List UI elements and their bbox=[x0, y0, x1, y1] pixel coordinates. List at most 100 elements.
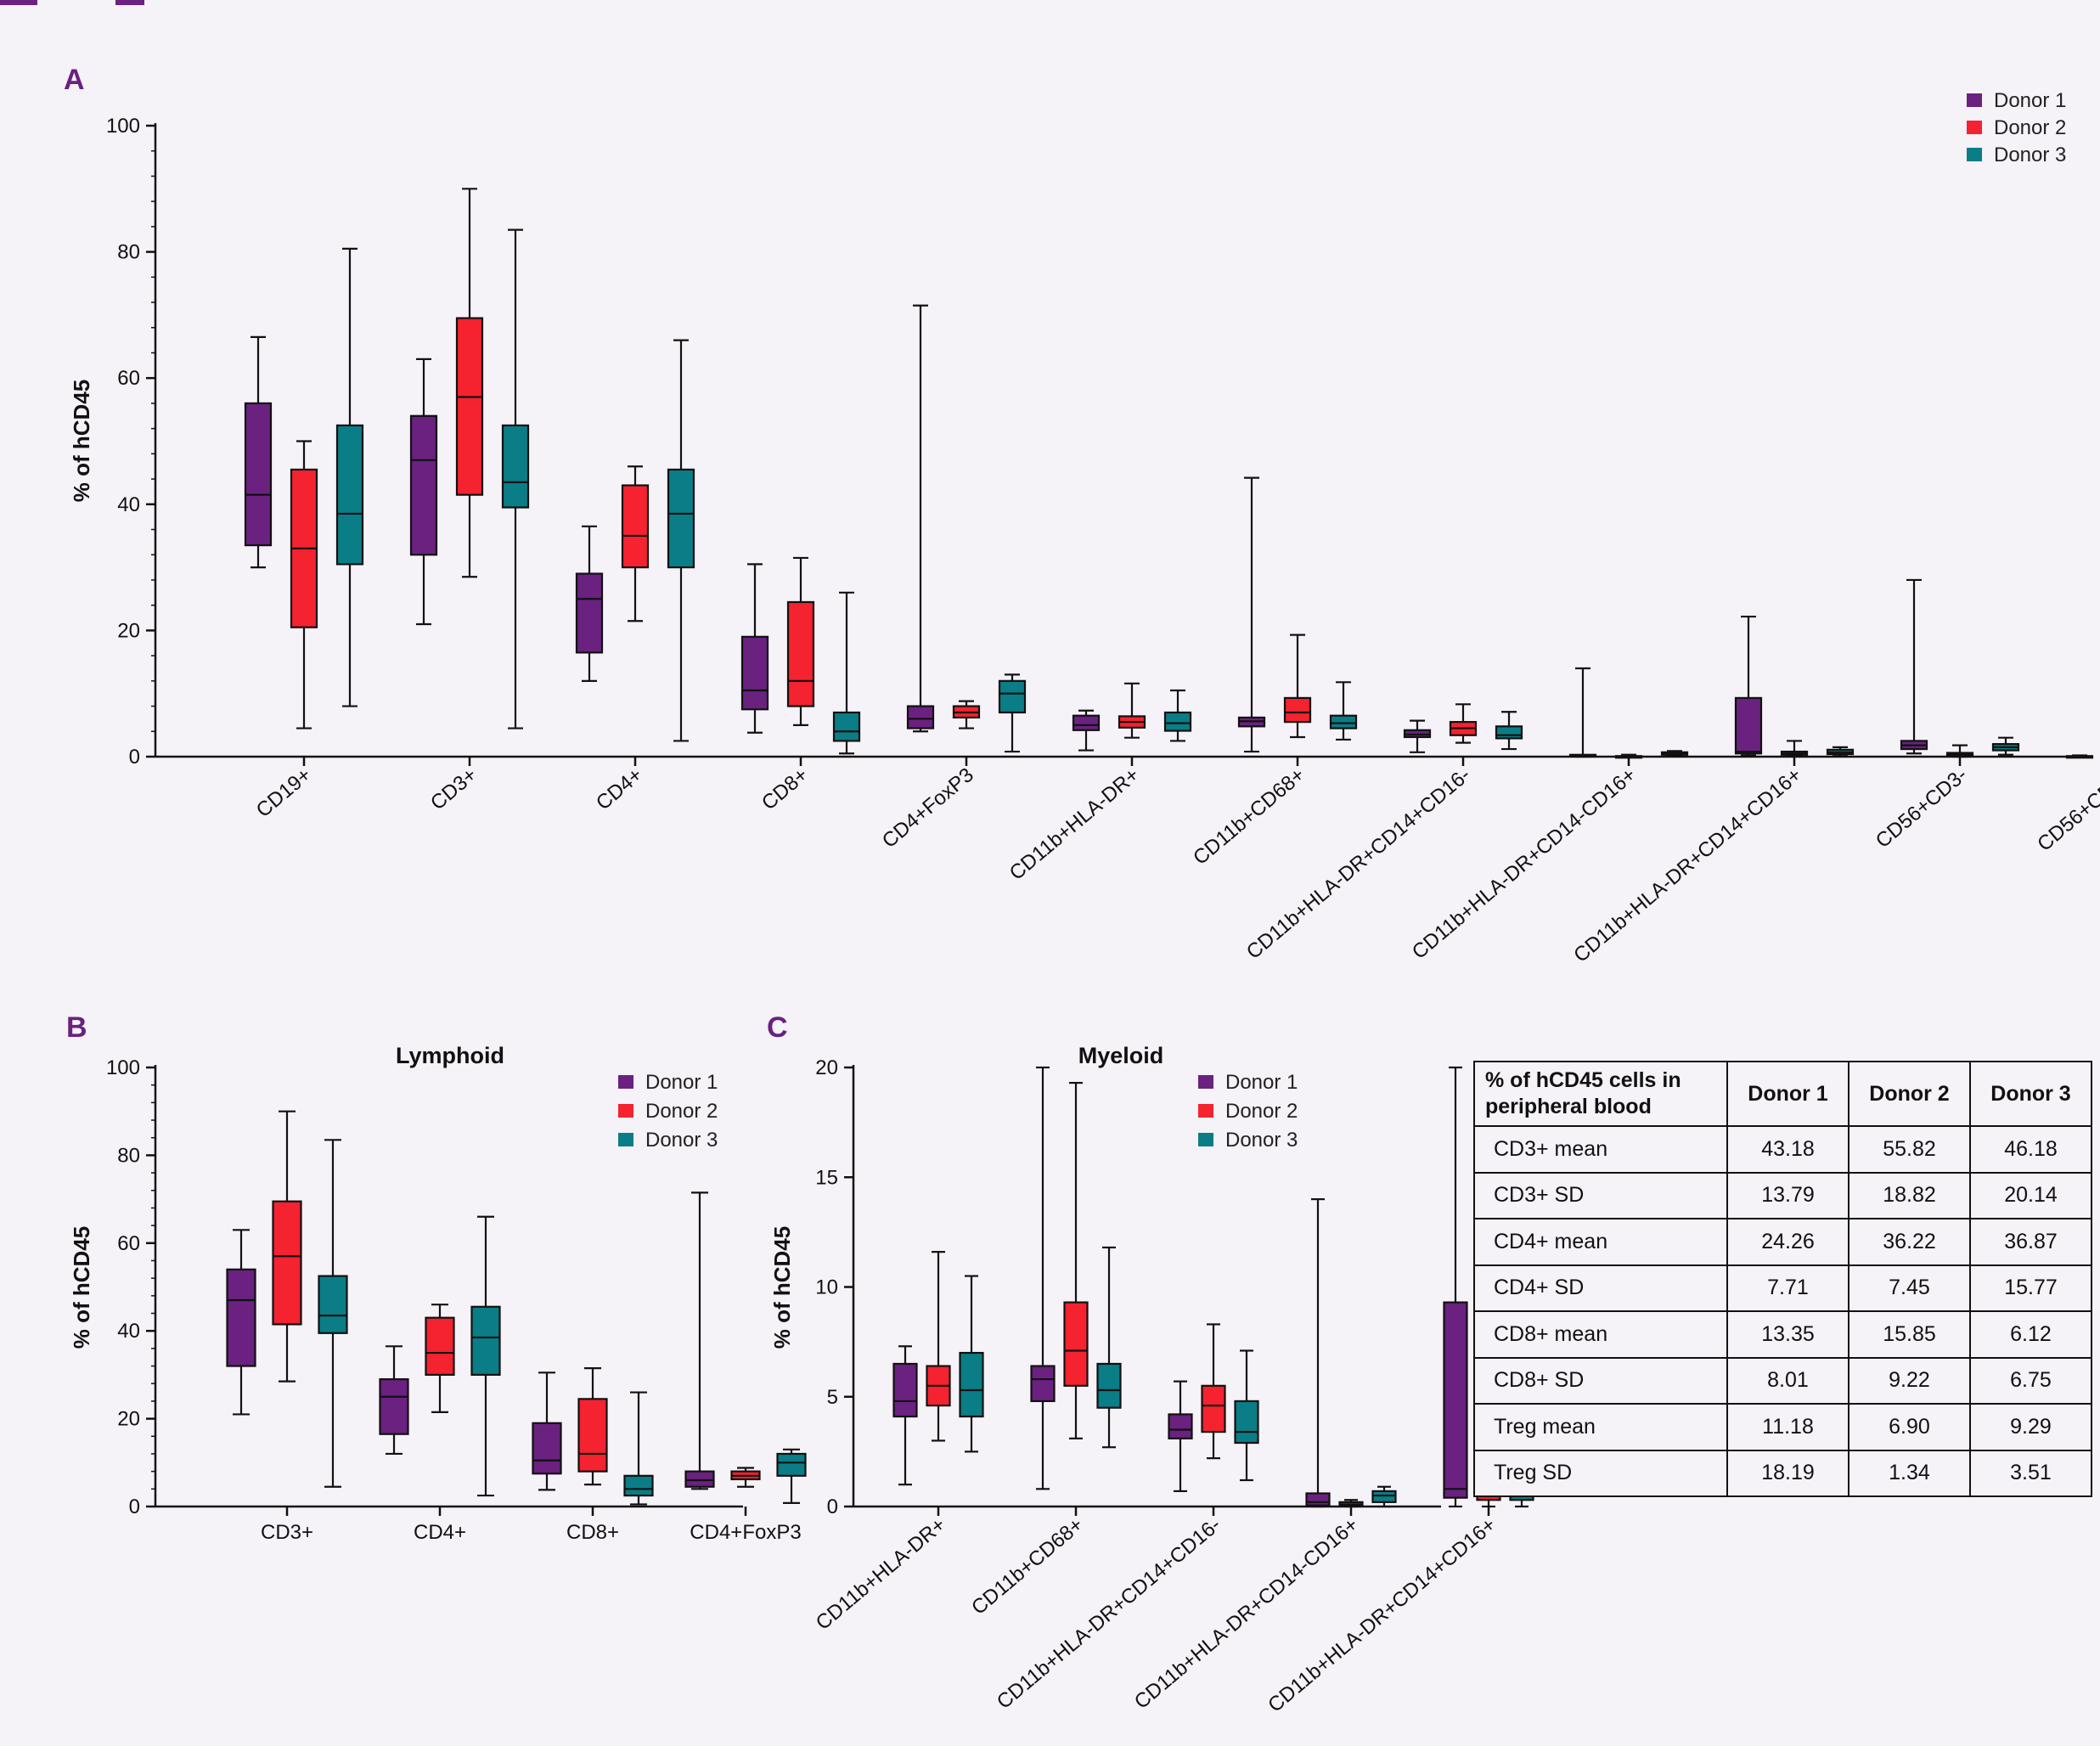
box-plot bbox=[1329, 681, 1358, 741]
panel-letter-b: B bbox=[66, 1011, 87, 1044]
y-tick-label: 20 bbox=[117, 1408, 140, 1431]
box-iqr bbox=[1495, 725, 1523, 740]
table-row: CD4+ SD 7.71 7.45 15.77 bbox=[1473, 1264, 2092, 1312]
box-plot bbox=[379, 1345, 409, 1456]
box-plot bbox=[1660, 750, 1689, 758]
box-plot bbox=[318, 1139, 348, 1488]
box-iqr bbox=[1403, 729, 1432, 739]
y-tick-label: 60 bbox=[117, 1232, 140, 1255]
box-plot bbox=[501, 228, 530, 729]
box-plot bbox=[455, 188, 484, 578]
box-iqr bbox=[1168, 1413, 1193, 1439]
table-row-label: CD8+ SD bbox=[1473, 1356, 1728, 1405]
box-iqr bbox=[1305, 1492, 1331, 1507]
box-iqr bbox=[409, 414, 438, 556]
table-cell: 15.85 bbox=[1848, 1310, 1971, 1359]
box-plot bbox=[667, 339, 695, 742]
chart-panel-b-lymphoid: 0 20 40 60 80 100 % of hCD45 Lymphoid CD3+ CD4+ CD… bbox=[69, 1043, 807, 1544]
box-plot bbox=[1403, 719, 1432, 753]
box-plot bbox=[577, 1367, 608, 1486]
y-axis-title: % of hCD45 bbox=[69, 380, 94, 502]
table-row-label: CD4+ mean bbox=[1473, 1218, 1728, 1266]
header-accent-fragment bbox=[0, 0, 37, 5]
box-iqr bbox=[244, 402, 273, 547]
box-iqr bbox=[470, 1305, 501, 1377]
box-plot bbox=[1945, 744, 1974, 758]
chart-title: Lymphoid bbox=[396, 1043, 504, 1068]
box-iqr bbox=[272, 1200, 302, 1326]
box-iqr bbox=[1283, 696, 1312, 724]
box-plot bbox=[470, 1215, 501, 1497]
box-iqr bbox=[532, 1422, 562, 1475]
box-plot bbox=[1495, 711, 1523, 751]
box-plot bbox=[1991, 736, 2020, 756]
y-tick-label: 0 bbox=[129, 746, 140, 769]
panel-letter-c: C bbox=[767, 1011, 788, 1044]
box-iqr bbox=[906, 705, 935, 729]
table-header-cell: Donor 1 bbox=[1726, 1061, 1849, 1127]
legend-swatch bbox=[1198, 1133, 1213, 1146]
box-plot bbox=[1168, 1380, 1193, 1493]
box-iqr bbox=[501, 424, 530, 509]
box-plot bbox=[730, 1467, 761, 1488]
header-accent-fragment bbox=[115, 0, 144, 5]
table-row: CD3+ SD 13.79 18.82 20.14 bbox=[1473, 1171, 2092, 1219]
legend-label: Donor 2 bbox=[1225, 1100, 1298, 1123]
table-row-label: Treg SD bbox=[1473, 1449, 1728, 1497]
table-cell: 18.82 bbox=[1848, 1171, 1971, 1219]
y-tick-label: 20 bbox=[117, 619, 140, 642]
box-plot bbox=[335, 247, 364, 707]
box-plot bbox=[906, 304, 935, 733]
table-cell: 11.18 bbox=[1726, 1403, 1849, 1451]
legend-label: Donor 2 bbox=[1994, 116, 2066, 139]
box-plot bbox=[1237, 476, 1266, 753]
box-iqr bbox=[575, 572, 604, 654]
box-plot bbox=[575, 525, 604, 682]
box-plot bbox=[532, 1371, 562, 1491]
box-plot bbox=[1072, 709, 1101, 752]
box-plot bbox=[425, 1304, 455, 1413]
box-iqr bbox=[1072, 714, 1101, 731]
box-plot bbox=[623, 1391, 654, 1506]
box-plot bbox=[892, 1345, 918, 1486]
table-cell: 7.71 bbox=[1726, 1264, 1849, 1312]
box-plot bbox=[786, 556, 815, 726]
y-tick-label: 0 bbox=[827, 1495, 838, 1518]
box-plot bbox=[959, 1275, 984, 1453]
legend-swatch bbox=[1967, 93, 1982, 107]
box-iqr bbox=[667, 468, 695, 569]
box-plot bbox=[1568, 667, 1597, 758]
legend-swatch bbox=[618, 1104, 633, 1118]
box-plot bbox=[1305, 1197, 1331, 1508]
table-cell: 20.14 bbox=[1969, 1171, 2092, 1219]
table-row: CD4+ mean 24.26 36.22 36.87 bbox=[1473, 1218, 2092, 1266]
table-row: Treg mean 11.18 6.90 9.29 bbox=[1473, 1403, 2092, 1451]
box-plot bbox=[621, 465, 650, 622]
box-iqr bbox=[318, 1275, 348, 1334]
table-row: CD3+ mean 43.18 55.82 46.18 bbox=[1473, 1125, 2092, 1174]
box-iqr bbox=[621, 484, 650, 569]
table-cell: 6.90 bbox=[1848, 1403, 1971, 1451]
legend-label: Donor 2 bbox=[645, 1100, 718, 1123]
table-cell: 15.77 bbox=[1969, 1264, 2092, 1312]
x-tick-label: CD8+ bbox=[566, 1521, 619, 1544]
box-plot bbox=[2065, 754, 2094, 759]
y-tick-label: 40 bbox=[117, 1320, 140, 1343]
box-plot bbox=[1063, 1081, 1089, 1439]
y-axis-title: % of hCD45 bbox=[69, 1226, 94, 1349]
box-plot bbox=[1096, 1246, 1122, 1449]
box-plot bbox=[1163, 689, 1192, 742]
y-axis-title: % of hCD45 bbox=[769, 1226, 795, 1349]
legend-swatch bbox=[1198, 1104, 1213, 1118]
table-header-cell: Donor 2 bbox=[1848, 1061, 1971, 1127]
table-cell: 55.82 bbox=[1848, 1125, 1971, 1174]
y-tick-label: 5 bbox=[827, 1386, 838, 1409]
box-plot bbox=[1734, 615, 1763, 757]
box-plot bbox=[272, 1110, 302, 1383]
box-iqr bbox=[1096, 1362, 1122, 1409]
table-cell: 13.35 bbox=[1726, 1310, 1849, 1359]
box-plot bbox=[1283, 634, 1312, 739]
legend-swatch bbox=[618, 1133, 633, 1146]
